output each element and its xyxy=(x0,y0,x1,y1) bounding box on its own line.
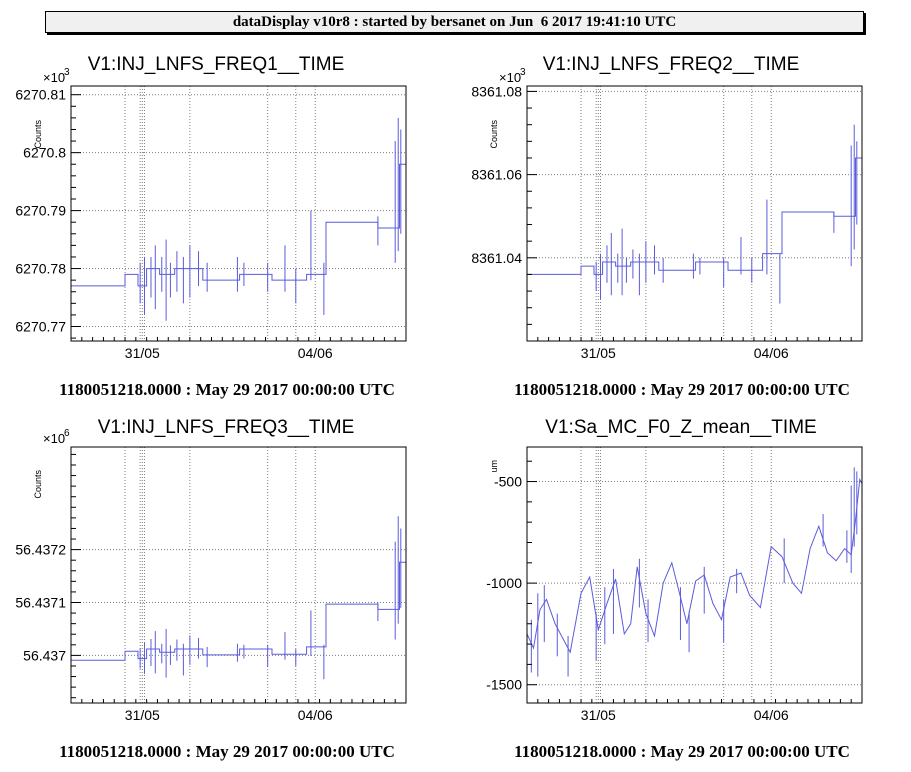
chart-panel-2: V1:INJ_LNFS_FREQ2__TIME 31/05 04/06 8361.04… xyxy=(471,54,863,399)
y-tick-label: 8361.04 xyxy=(471,250,522,266)
y-tick-label: 6270.78 xyxy=(15,261,66,277)
y-tick-label: 8361.08 xyxy=(471,83,522,99)
y-axis-label: Counts xyxy=(33,120,43,149)
chart-panel-4: V1:Sa_MC_F0_Z_mean__TIME 31/05 04/06 -1500 -… xyxy=(486,417,863,761)
y-tick-label: 6270.81 xyxy=(15,87,66,103)
x-tick-label: 04/06 xyxy=(754,345,789,361)
plot-frame xyxy=(70,85,407,342)
y-axis-label: um xyxy=(489,460,499,473)
y-tick-label: 56.437 xyxy=(23,647,66,663)
y-tick-label: 8361.06 xyxy=(471,167,522,183)
x-tick-label: 31/05 xyxy=(125,345,160,361)
chart-panel-1: V1:INJ_LNFS_FREQ1__TIME 31/05 04/06 6270.77… xyxy=(15,54,407,399)
plot-frame xyxy=(70,446,407,704)
series-line xyxy=(526,477,863,654)
y-tick-label: 6270.77 xyxy=(15,319,66,335)
y-tick-label: -1500 xyxy=(486,677,522,693)
x-axis-label: 1180051218.0000 : May 29 2017 00:00:00 U… xyxy=(59,380,395,399)
x-tick-label: 31/05 xyxy=(581,345,616,361)
axis-exponent: ×10 xyxy=(43,70,65,85)
x-tick-label: 04/06 xyxy=(298,707,333,723)
y-tick-label: -500 xyxy=(494,474,522,490)
x-axis-label: 1180051218.0000 : May 29 2017 00:00:00 U… xyxy=(514,742,850,761)
x-axis-label: 1180051218.0000 : May 29 2017 00:00:00 U… xyxy=(59,742,395,761)
axis-exponent-power: 6 xyxy=(64,428,70,439)
plot-frame xyxy=(526,446,863,704)
y-axis-label: Counts xyxy=(33,470,43,499)
x-tick-label: 31/05 xyxy=(581,707,616,723)
series-line xyxy=(71,163,406,287)
series-line xyxy=(71,561,406,661)
axis-exponent: ×10 xyxy=(43,431,65,446)
chart-panel-3: V1:INJ_LNFS_FREQ3__TIME 31/05 04/06 56.437 5… xyxy=(15,417,407,761)
chart-title: V1:INJ_LNFS_FREQ1__TIME xyxy=(88,54,345,75)
series-line xyxy=(527,157,862,275)
chart-title: V1:INJ_LNFS_FREQ2__TIME xyxy=(543,54,800,75)
plot-frame xyxy=(526,85,863,342)
x-tick-label: 31/05 xyxy=(125,707,160,723)
y-tick-label: 6270.79 xyxy=(15,203,66,219)
y-tick-label: -1000 xyxy=(486,575,522,591)
chart-title: V1:INJ_LNFS_FREQ3__TIME xyxy=(98,417,355,438)
y-tick-label: 6270.8 xyxy=(23,145,66,161)
x-tick-label: 04/06 xyxy=(298,345,333,361)
x-tick-label: 04/06 xyxy=(754,707,789,723)
axis-exponent: ×10 xyxy=(499,70,521,85)
x-axis-label: 1180051218.0000 : May 29 2017 00:00:00 U… xyxy=(514,380,850,399)
header-bar: dataDisplay v10r8 : started by bersanet … xyxy=(45,11,864,33)
chart-title: V1:Sa_MC_F0_Z_mean__TIME xyxy=(545,417,816,438)
header-title: dataDisplay v10r8 : started by bersanet … xyxy=(232,13,677,30)
y-tick-label: 56.4371 xyxy=(15,595,66,611)
axis-exponent-power: 3 xyxy=(520,67,526,78)
y-axis-label: Counts xyxy=(489,120,499,149)
axis-exponent-power: 3 xyxy=(64,67,70,78)
y-tick-label: 56.4372 xyxy=(15,542,66,558)
